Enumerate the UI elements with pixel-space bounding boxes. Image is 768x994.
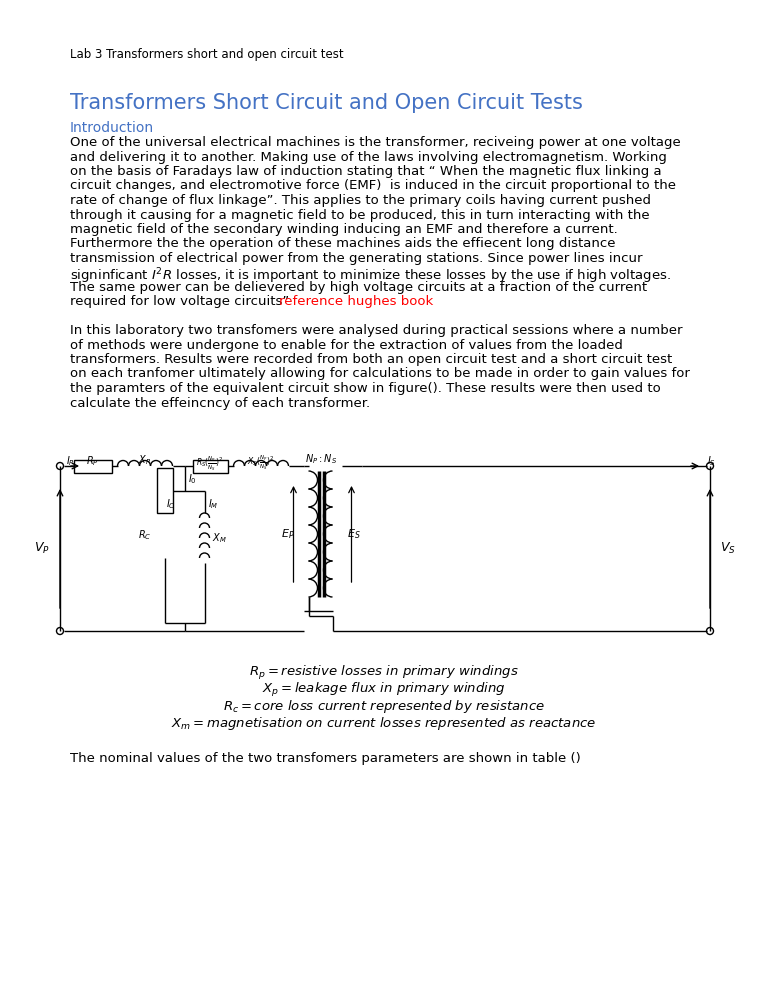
Text: $X_m = magnetisation\ on\ current\ losses\ represented\ as\ reactance$: $X_m = magnetisation\ on\ current\ losse…: [171, 715, 597, 732]
Text: $X_P$: $X_P$: [138, 453, 151, 467]
Text: through it causing for a magnetic field to be produced, this in turn interacting: through it causing for a magnetic field …: [70, 209, 650, 222]
Text: Furthermore the the operation of these machines aids the effiecent long distance: Furthermore the the operation of these m…: [70, 238, 615, 250]
Text: $R_C$: $R_C$: [138, 529, 151, 543]
Text: $N_P : N_S$: $N_P : N_S$: [305, 452, 337, 466]
Text: required for low voltage circuits”: required for low voltage circuits”: [70, 295, 298, 308]
Text: on each tranfomer ultimately allowing for calculations to be made in order to ga: on each tranfomer ultimately allowing fo…: [70, 368, 690, 381]
Text: rate of change of flux linkage”. This applies to the primary coils having curren: rate of change of flux linkage”. This ap…: [70, 194, 651, 207]
Text: One of the universal electrical machines is the transformer, reciveing power at : One of the universal electrical machines…: [70, 136, 680, 149]
Bar: [193, 459, 227, 472]
Text: $R_c = core\ loss\ current\ represented\ by\ resistance$: $R_c = core\ loss\ current\ represented\…: [223, 698, 545, 715]
Text: reference hughes book: reference hughes book: [279, 295, 433, 308]
Text: $V_P$: $V_P$: [34, 541, 50, 556]
Text: on the basis of Faradays law of induction stating that “ When the magnetic flux : on the basis of Faradays law of inductio…: [70, 165, 661, 178]
Text: transformers. Results were recorded from both an open circuit test and a short c: transformers. Results were recorded from…: [70, 353, 672, 366]
Text: The nominal values of the two transfomers parameters are shown in table (): The nominal values of the two transfomer…: [70, 752, 581, 765]
Text: Transformers Short Circuit and Open Circuit Tests: Transformers Short Circuit and Open Circ…: [70, 93, 583, 113]
Text: $R_P$: $R_P$: [86, 454, 99, 468]
Text: In this laboratory two transfomers were analysed during practical sessions where: In this laboratory two transfomers were …: [70, 324, 683, 337]
Text: $X_S(\frac{N_P}{N_S})^2$: $X_S(\frac{N_P}{N_S})^2$: [247, 453, 275, 472]
Text: circuit changes, and electromotive force (EMF)  is induced in the circuit propor: circuit changes, and electromotive force…: [70, 180, 676, 193]
Text: signinficant $I^2R$ losses, it is important to minimize these losses by the use : signinficant $I^2R$ losses, it is import…: [70, 266, 671, 286]
Text: magnetic field of the secondary winding inducing an EMF and therefore a current.: magnetic field of the secondary winding …: [70, 223, 617, 236]
Bar: [74, 459, 111, 472]
Text: The same power can be delievered by high voltage circuits at a fraction of the c: The same power can be delievered by high…: [70, 281, 647, 294]
Text: Introduction: Introduction: [70, 121, 154, 135]
Text: of methods were undergone to enable for the extraction of values from the loaded: of methods were undergone to enable for …: [70, 339, 623, 352]
Text: $X_p = leakage\ flux\ in\ primary\ winding$: $X_p = leakage\ flux\ in\ primary\ windi…: [262, 681, 506, 699]
Text: Lab 3 Transformers short and open circuit test: Lab 3 Transformers short and open circui…: [70, 48, 343, 61]
Text: and delivering it to another. Making use of the laws involving electromagnetism.: and delivering it to another. Making use…: [70, 150, 667, 163]
Text: calculate the effeincncy of each transformer.: calculate the effeincncy of each transfo…: [70, 397, 370, 410]
Text: $I_C$: $I_C$: [165, 497, 175, 511]
Text: $V_S$: $V_S$: [720, 541, 736, 556]
Text: $E_P$: $E_P$: [280, 527, 294, 541]
Text: $I_S$: $I_S$: [707, 454, 716, 468]
Text: $R_p = resistive\ losses\ in\ primary\ windings$: $R_p = resistive\ losses\ in\ primary\ w…: [249, 664, 519, 682]
Text: $I_0$: $I_0$: [187, 472, 197, 486]
Text: $X_M$: $X_M$: [213, 531, 227, 545]
Text: $E_S$: $E_S$: [346, 527, 360, 541]
Bar: [157, 468, 173, 513]
Text: $I_P$: $I_P$: [66, 454, 75, 468]
Text: $I_M$: $I_M$: [207, 497, 218, 511]
Text: $R_S(\frac{N_P}{N_S})^2$: $R_S(\frac{N_P}{N_S})^2$: [197, 454, 223, 473]
Text: the paramters of the equivalent circuit show in figure(). These results were the: the paramters of the equivalent circuit …: [70, 382, 660, 395]
Text: transmission of electrical power from the generating stations. Since power lines: transmission of electrical power from th…: [70, 252, 643, 265]
